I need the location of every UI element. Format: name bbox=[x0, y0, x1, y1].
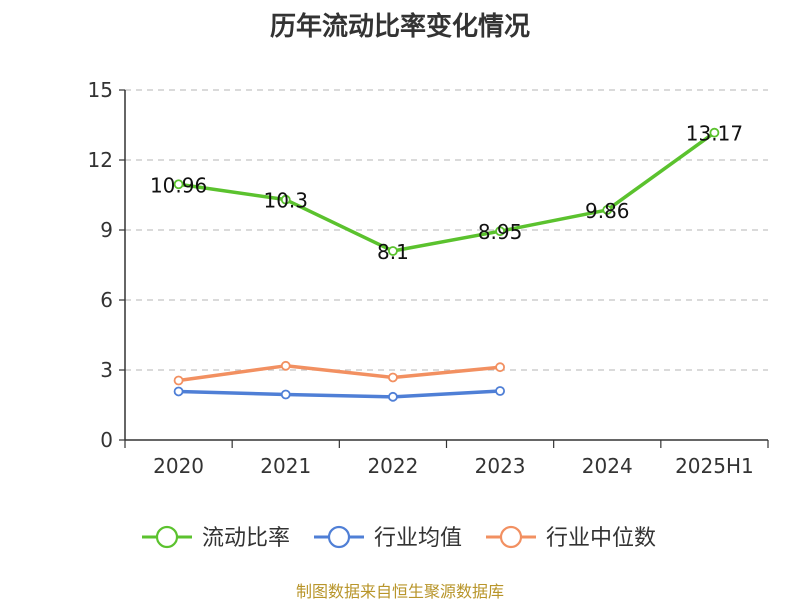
data-label-0-2: 8.1 bbox=[377, 240, 409, 264]
data-point-0-3[interactable] bbox=[495, 226, 505, 237]
data-point-2-1[interactable] bbox=[280, 360, 291, 371]
data-label-0-0: 10.96 bbox=[150, 173, 207, 197]
series-line-2 bbox=[178, 364, 501, 383]
data-point-1-1[interactable] bbox=[280, 389, 291, 400]
series-line-1 bbox=[178, 389, 501, 399]
legend-label-0[interactable]: 流动比率 bbox=[202, 526, 290, 551]
x-tick-label-2022: 2022 bbox=[367, 454, 418, 478]
data-label-0-3: 8.95 bbox=[478, 220, 523, 244]
legend-label-1[interactable]: 行业均值 bbox=[374, 526, 462, 551]
data-point-0-5[interactable] bbox=[709, 127, 720, 138]
data-point-0-1[interactable] bbox=[280, 194, 291, 205]
chart-title: 历年流动比率变化情况 bbox=[269, 12, 530, 42]
data-point-0-2[interactable] bbox=[388, 246, 398, 256]
data-label-0-4: 9.86 bbox=[585, 199, 630, 223]
x-tick-label-2020: 2020 bbox=[153, 454, 204, 478]
data-point-1-3[interactable] bbox=[495, 386, 505, 396]
legend-marker-2[interactable] bbox=[499, 525, 523, 549]
data-point-2-2[interactable] bbox=[388, 372, 398, 383]
data-point-1-2[interactable] bbox=[388, 391, 398, 402]
data-point-0-4[interactable] bbox=[602, 205, 613, 215]
data-point-1-0[interactable] bbox=[173, 386, 184, 397]
x-tick-label-2025H1: 2025H1 bbox=[675, 454, 754, 478]
data-point-2-0[interactable] bbox=[173, 375, 184, 386]
x-tick-label-2021: 2021 bbox=[260, 454, 311, 478]
y-tick-label-15: 15 bbox=[88, 78, 113, 102]
legend-label-2[interactable]: 行业中位数 bbox=[546, 526, 656, 551]
y-tick-label-12: 12 bbox=[88, 148, 113, 172]
series-line-0 bbox=[178, 131, 716, 253]
source-footer: 制图数据来自恒生聚源数据库 bbox=[295, 582, 504, 601]
y-tick-label-6: 6 bbox=[100, 288, 113, 312]
x-tick-label-2024: 2024 bbox=[582, 454, 633, 478]
data-point-2-3[interactable] bbox=[495, 362, 505, 373]
y-tick-label-9: 9 bbox=[100, 218, 113, 242]
data-point-0-0[interactable] bbox=[173, 179, 184, 190]
y-tick-label-0: 0 bbox=[100, 428, 113, 452]
legend-marker-0[interactable] bbox=[155, 525, 179, 549]
x-tick-label-2023: 2023 bbox=[475, 454, 526, 478]
legend-marker-1[interactable] bbox=[327, 525, 351, 549]
data-label-0-1: 10.3 bbox=[263, 189, 308, 213]
y-tick-label-3: 3 bbox=[100, 358, 113, 382]
data-label-0-5: 13.17 bbox=[686, 122, 743, 146]
